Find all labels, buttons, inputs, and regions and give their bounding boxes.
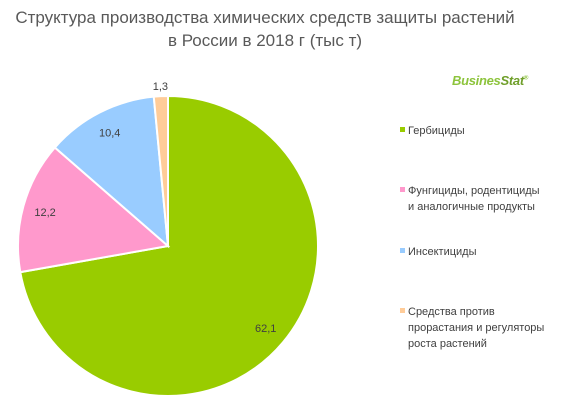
label-insecticides: 10,4 xyxy=(99,128,120,140)
legend-label-growth-regulators-line-2: прорастания и регуляторы xyxy=(408,322,545,334)
chart-title: Структура производства химических средст… xyxy=(0,6,530,52)
legend-item-herbicides: Гербициды xyxy=(400,123,560,139)
legend-label-growth-regulators-line-3: роста растений xyxy=(408,338,487,350)
slice-insecticides xyxy=(53,95,170,249)
legend-label-growth-regulators-line-1: Средства против xyxy=(408,306,495,318)
label-growth-regulators: 1,3 xyxy=(153,81,168,93)
slice-fungicides xyxy=(17,146,171,274)
legend-item-insecticides: Инсектициды xyxy=(400,244,560,260)
legend-label-fungicides-line-1: Фунгициды, родентициды xyxy=(408,185,540,197)
legend-swatch-herbicides xyxy=(400,127,405,132)
chart-title-line-2: в России в 2018 г (тыс т) xyxy=(167,31,363,50)
label-fungicides: 12,2 xyxy=(34,207,55,219)
slice-growth-regulators xyxy=(152,94,169,247)
pie-data-labels: 62,1 12,2 10,4 1,3 xyxy=(34,81,276,335)
chart-title-line-1: Структура производства химических средст… xyxy=(15,8,515,27)
legend-swatch-growth-regulators xyxy=(400,308,405,313)
label-herbicides: 62,1 xyxy=(255,323,276,335)
pie-slices xyxy=(17,94,319,397)
legend-label-herbicides: Гербициды xyxy=(408,125,465,137)
legend-label-fungicides-line-2: и аналогичные продукты xyxy=(408,201,535,213)
legend-label-insecticides: Инсектициды xyxy=(408,246,477,258)
legend-item-fungicides: Фунгициды, родентициды и аналогичные про… xyxy=(400,183,560,215)
legend-item-growth-regulators: Средства против прорастания и регуляторы… xyxy=(400,304,560,352)
businesstat-logo: BusinesStat® xyxy=(452,73,528,88)
legend-swatch-fungicides xyxy=(400,187,405,192)
legend-swatch-insecticides xyxy=(400,248,405,253)
